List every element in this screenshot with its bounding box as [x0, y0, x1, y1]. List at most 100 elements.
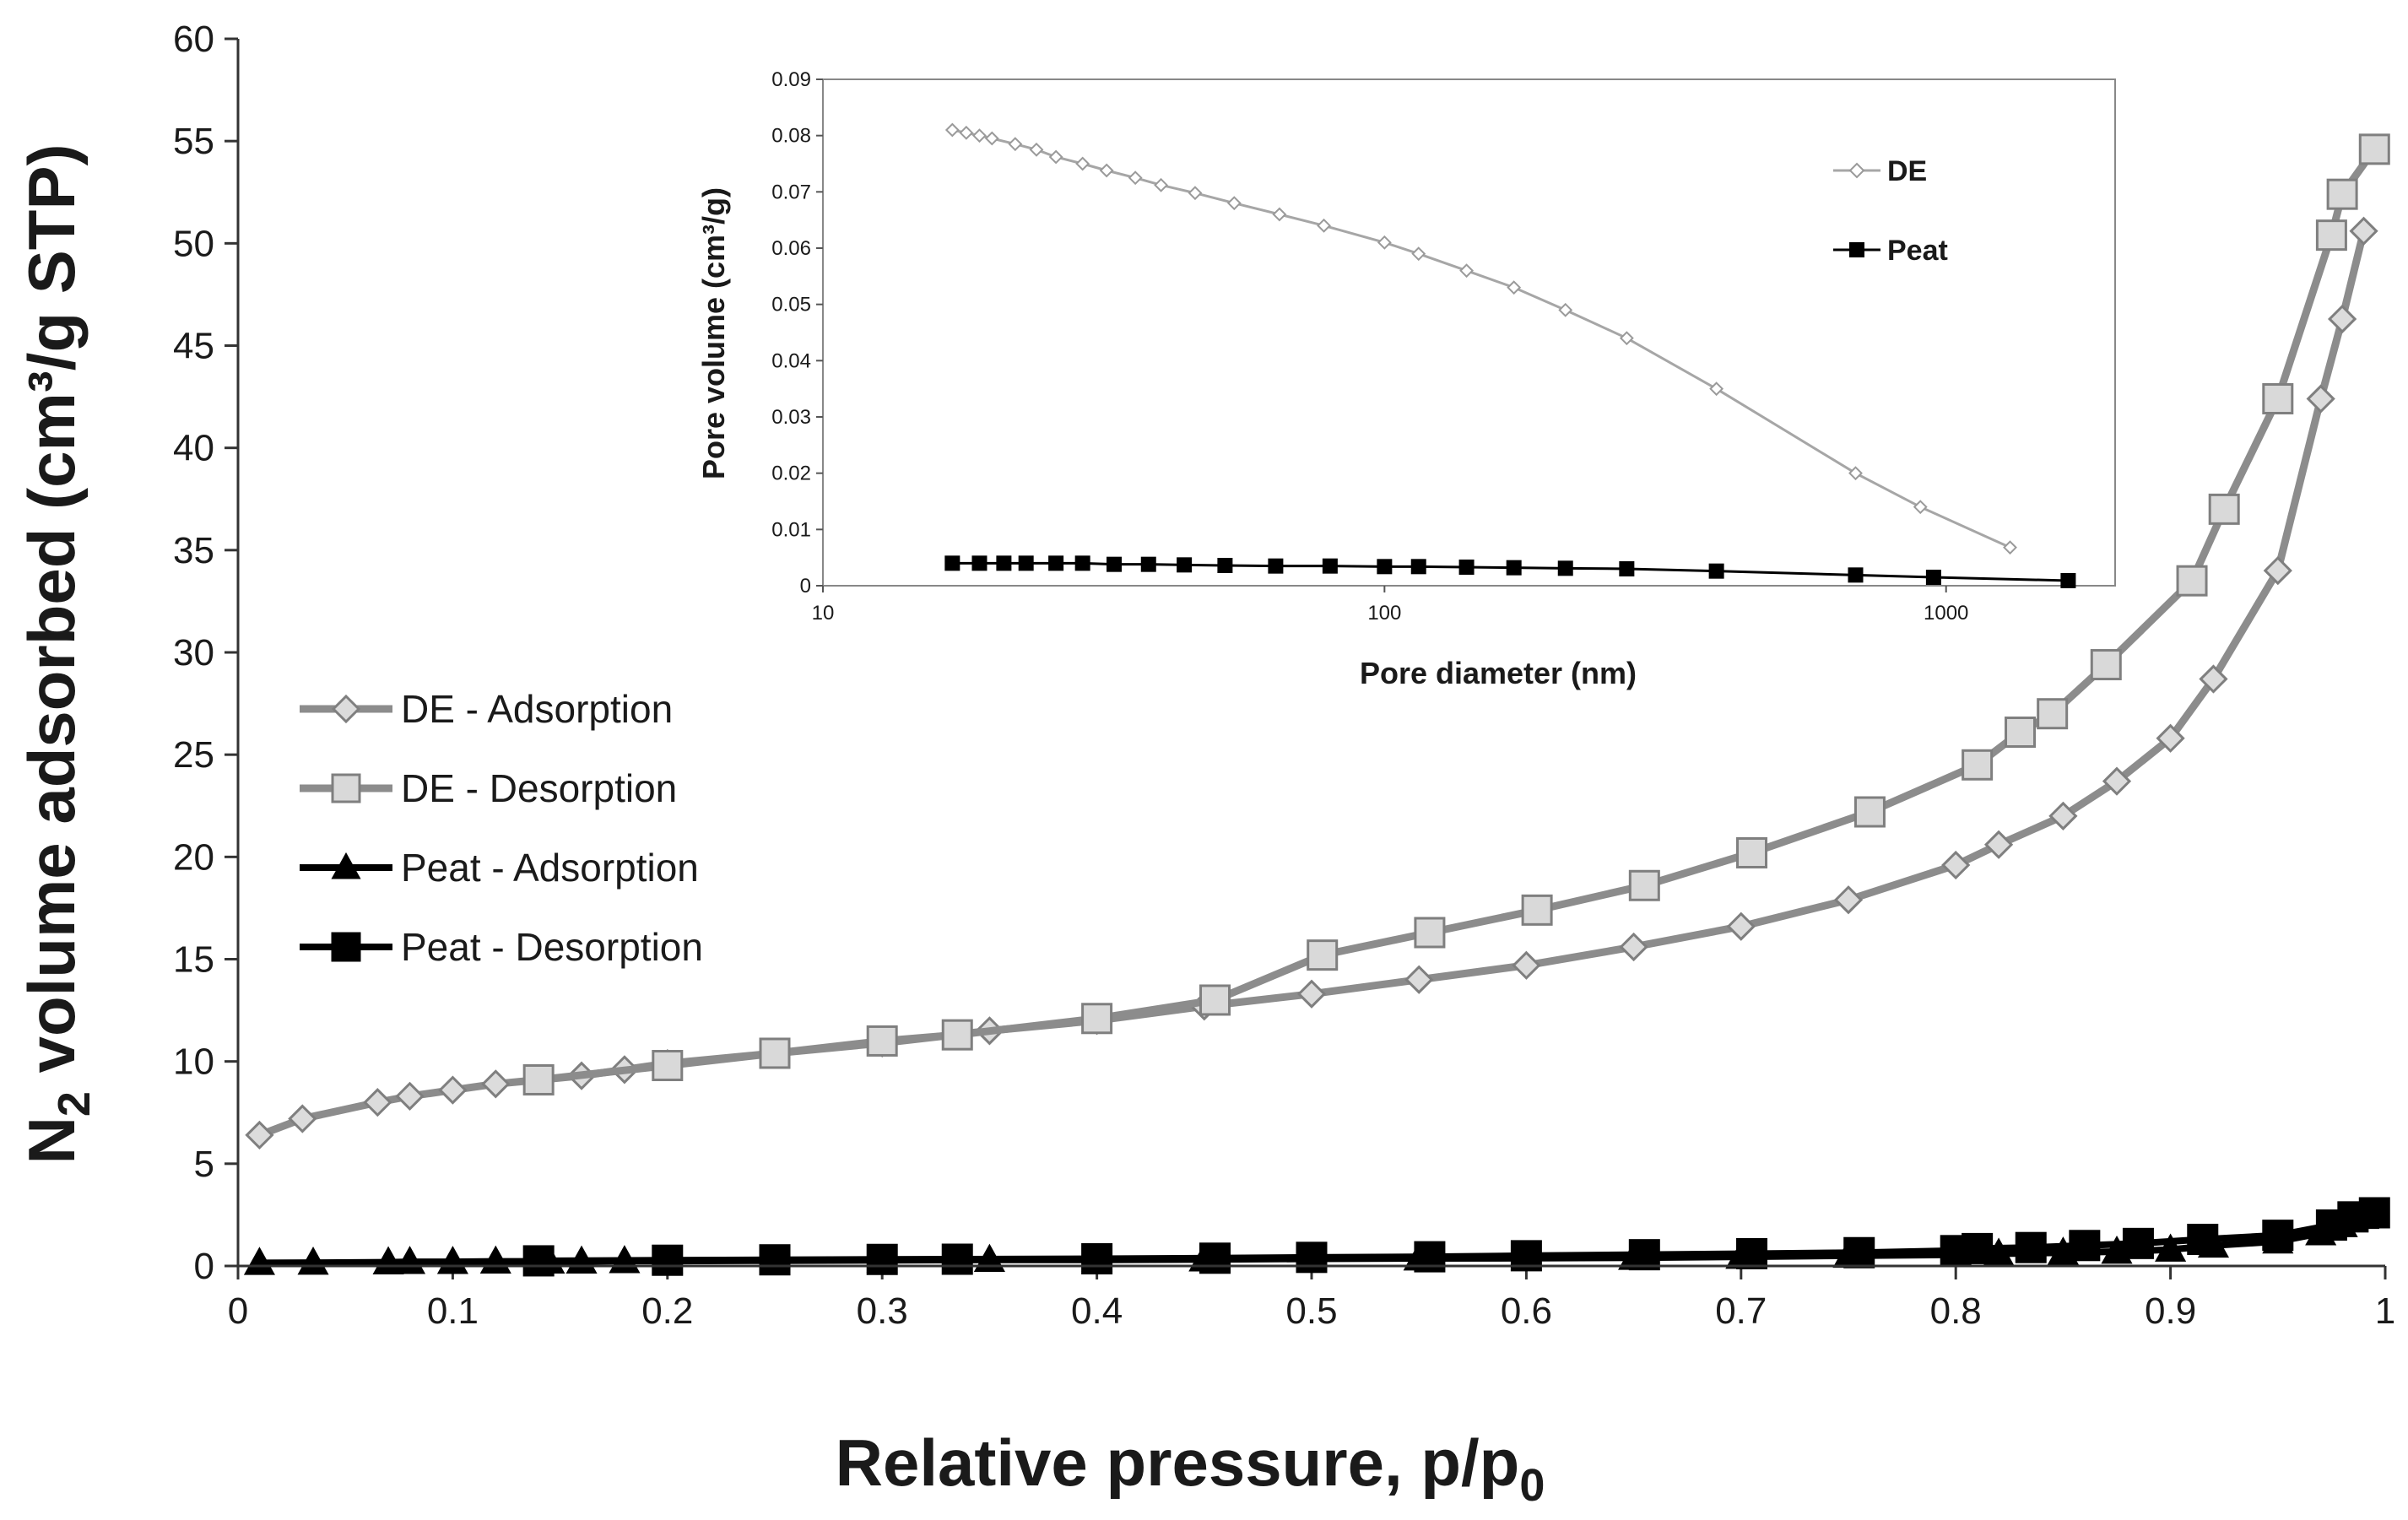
data-point-de-adsorption [1983, 830, 2014, 859]
main-x-tick-label: 0.4 [1071, 1290, 1123, 1332]
main-y-tick-label: 10 [173, 1041, 214, 1083]
inset-data-point-de [1008, 137, 1023, 152]
legend-label: Peat - Desorption [401, 925, 703, 969]
legend-marker [331, 852, 361, 879]
main-x-tick-label: 0.5 [1285, 1290, 1337, 1332]
inset-data-point-peat [1217, 558, 1233, 573]
inset-data-point-de [1188, 186, 1203, 201]
inset-y-tick-label: 0.02 [771, 462, 811, 485]
inset-legend-marker [1849, 242, 1864, 257]
data-point-de-adsorption [2349, 216, 2378, 246]
data-point-de-adsorption [1404, 965, 1434, 994]
inset-x-tick-label: 100 [1367, 602, 1401, 625]
inset-data-point-peat [1268, 558, 1284, 574]
data-point-de-desorption [2208, 493, 2240, 525]
data-point-peat-desorption [2069, 1230, 2101, 1262]
data-point-de-adsorption [1296, 979, 1327, 1009]
data-point-peat-desorption [1628, 1239, 1660, 1271]
series-de-desorption [522, 133, 2390, 1095]
data-point-de-desorption [941, 1019, 973, 1051]
legend-marker [331, 773, 361, 803]
inset-data-point-peat [1140, 556, 1156, 572]
legend-label: DE - Adsorption [401, 687, 673, 731]
legend-entry-peat-adsorption: Peat - Adsorption [300, 846, 699, 890]
inset-data-point-peat [1074, 555, 1090, 571]
data-point-de-desorption [1081, 1003, 1113, 1035]
main-x-tick-label: 0.6 [1501, 1290, 1552, 1332]
main-y-tick-label: 50 [173, 223, 214, 264]
main-legend: DE - Adsorption DE - Desorption Peat - Ads… [300, 687, 703, 969]
data-point-de-adsorption [2327, 304, 2357, 334]
data-point-de-desorption [1628, 869, 1660, 901]
inset-x-axis-title: Pore diameter (nm) [1360, 656, 1637, 690]
inset-legend-label: DE [1887, 155, 1927, 187]
inset-axis-ticks: 0 0.01 0.02 0.03 0.04 0.05 0.06 0.07 0.08 0.09 10 1… [771, 68, 1968, 625]
inset-data-point-peat [1410, 559, 1426, 575]
inset-x-tick-label: 1000 [1924, 602, 1968, 625]
inset-data-point-de [1317, 218, 1331, 233]
data-point-de-adsorption [438, 1075, 468, 1105]
data-point-peat-desorption [941, 1243, 973, 1275]
inset-data-point-peat [1377, 559, 1393, 575]
data-point-peat-desorption [2315, 1209, 2347, 1241]
data-point-peat-desorption [2015, 1231, 2047, 1263]
data-point-de-desorption [522, 1063, 555, 1095]
main-y-axis-title: N2 volume adsorbed (cm³/g STP) [14, 144, 100, 1165]
inset-data-point-de [1507, 280, 1522, 295]
inset-legend-marker [1848, 162, 1865, 179]
inset-y-tick-label: 0.05 [771, 294, 811, 316]
inset-data-point-peat [1557, 560, 1573, 576]
inset-data-point-peat [1458, 560, 1475, 575]
data-point-de-adsorption [2199, 664, 2228, 694]
inset-data-point-de [1099, 163, 1114, 178]
series-peat-desorption [522, 1197, 2390, 1277]
data-point-de-desorption [2315, 219, 2347, 252]
inset-data-point-de [1075, 156, 1090, 171]
inset-plot-frame [822, 78, 2116, 587]
data-point-de-adsorption [1619, 932, 1648, 962]
inset-x-tick-label: 10 [812, 602, 835, 625]
data-point-peat-desorption [522, 1245, 555, 1277]
inset-series-group [944, 122, 2076, 588]
inset-data-point-peat [971, 555, 988, 571]
data-point-de-adsorption [1512, 950, 1541, 980]
inset-data-point-peat [2060, 573, 2076, 588]
data-point-de-adsorption [2306, 384, 2335, 414]
data-point-peat-desorption [2187, 1223, 2219, 1255]
inset-data-point-peat [1106, 556, 1122, 572]
inset-data-point-de [972, 128, 987, 143]
data-point-peat-desorption [1940, 1235, 1972, 1267]
inset-data-point-de [2003, 540, 2017, 555]
inset-legend-entry-de: DE [1833, 155, 1927, 187]
inset-data-point-de [1226, 196, 1242, 211]
inset-data-point-peat [1048, 555, 1064, 571]
inset-plot: 0 0.01 0.02 0.03 0.04 0.05 0.06 0.07 0.08 0.09 10 1… [696, 68, 2116, 690]
data-point-de-adsorption [1833, 885, 1864, 915]
data-point-peat-adsorption [243, 1247, 275, 1275]
inset-data-point-de [1272, 207, 1287, 222]
inset-y-tick-label: 0 [800, 575, 811, 598]
data-point-peat-desorption [1296, 1241, 1328, 1274]
main-y-tick-label: 55 [173, 121, 214, 162]
data-point-peat-desorption [759, 1244, 791, 1276]
main-y-axis-title-rest: volume adsorbed (cm³/g STP) [14, 144, 89, 1092]
data-point-peat-desorption [2262, 1220, 2294, 1252]
legend-label: DE - Desorption [401, 766, 677, 810]
data-point-peat-desorption [866, 1243, 898, 1275]
main-y-tick-label: 25 [173, 734, 214, 776]
inset-data-point-de [1154, 177, 1168, 192]
data-point-de-desorption [2176, 565, 2208, 597]
main-x-axis-title: Relative pressure, p/p0 [836, 1425, 1545, 1511]
inset-data-point-peat [996, 555, 1012, 571]
data-point-de-adsorption [1941, 850, 1971, 880]
main-y-axis-title-n: N [14, 1117, 89, 1164]
inset-data-point-de [1411, 246, 1426, 262]
data-point-de-desorption [1307, 939, 1339, 971]
inset-series-line-peat [952, 561, 2069, 582]
data-point-peat-adsorption [2155, 1233, 2187, 1262]
data-point-de-adsorption [363, 1088, 392, 1117]
data-point-de-desorption [1199, 984, 1231, 1016]
main-y-tick-label: 40 [173, 428, 214, 469]
